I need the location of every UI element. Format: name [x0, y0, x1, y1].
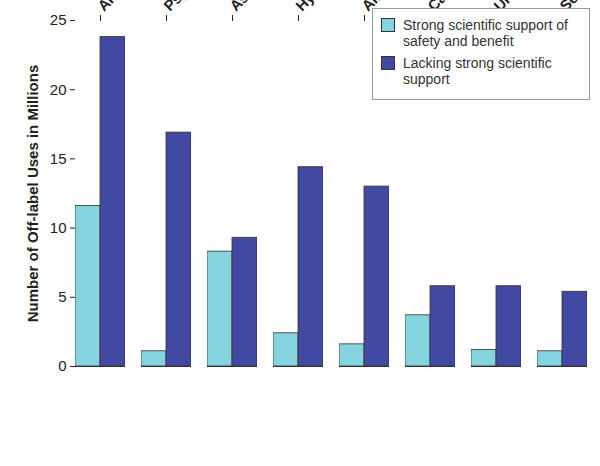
html-text:Lacking strong scientific supp: Lacking strong scientific support	[403, 55, 552, 87]
svg-text:Number of Off-label Uses in Mi: Number of Off-label Uses in Millions	[24, 65, 41, 323]
svg-text:Antibiotics: Antibiotics	[94, 0, 161, 14]
svg-text:0: 0	[58, 357, 66, 374]
svg-text:Asthma: Asthma	[226, 0, 277, 14]
svg-text:25: 25	[50, 11, 67, 28]
svg-text:10: 10	[50, 219, 67, 236]
svg-text:15: 15	[50, 150, 67, 167]
html-text:Strong scientific support of s: Strong scientific support of safety and …	[403, 17, 568, 49]
svg-text:Psychiatric: Psychiatric	[160, 0, 229, 14]
svg-text:5: 5	[58, 288, 66, 305]
svg-text:20: 20	[50, 81, 67, 98]
